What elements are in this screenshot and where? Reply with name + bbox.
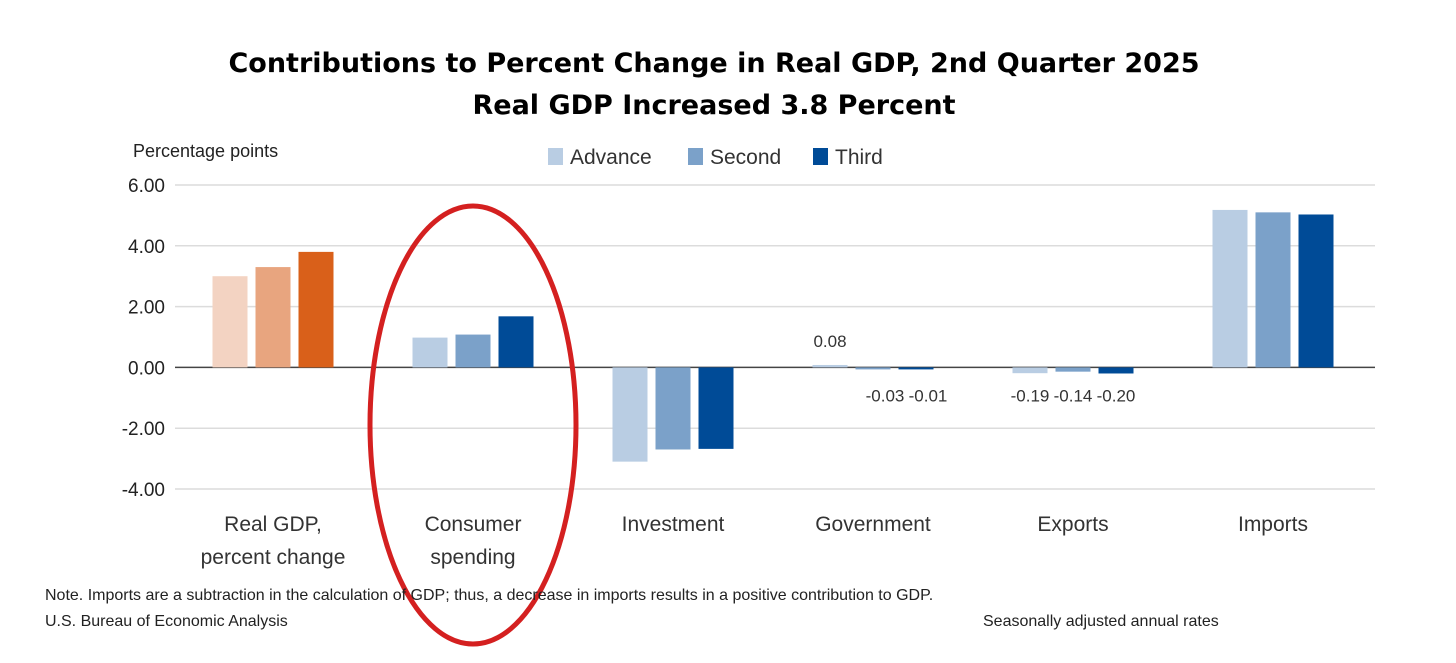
data-label: 0.08 [813,332,846,351]
category-label: Exports [1037,513,1108,536]
y-tick-label: -2.00 [122,419,165,440]
bar-third [1298,214,1334,368]
category-label: percent change [201,546,346,569]
bar-advance [612,367,648,462]
chart-title: Contributions to Percent Change in Real … [228,48,1199,79]
bar-advance [212,276,248,368]
data-label: -0.20 [1097,386,1136,405]
y-tick-label: 6.00 [128,176,165,197]
bar-third [1098,367,1134,374]
data-label: -0.03 [866,386,905,405]
y-axis-ticks: 6.00 4.00 2.00 0.00 -2.00 -4.00 [122,176,165,501]
y-tick-label: 0.00 [128,358,165,379]
category-label: Government [815,513,931,536]
footer-source: U.S. Bureau of Economic Analysis [45,613,288,630]
category-label: Imports [1238,513,1308,536]
y-tick-label: 4.00 [128,237,165,258]
y-axis-label: Percentage points [133,141,278,161]
bars: 0.08 -0.03 -0.01 -0.19 -0.14 -0.20 [212,209,1334,462]
legend-label-advance: Advance [570,146,652,169]
bar-advance [1012,367,1048,374]
footer-note: Note. Imports are a subtraction in the c… [45,587,933,604]
legend: Advance Second Third [548,146,883,169]
bar-second [255,267,291,368]
bar-second [455,334,491,368]
footer-rates: Seasonally adjusted annual rates [983,613,1219,630]
gridlines [175,184,1375,490]
data-label: -0.19 [1011,386,1050,405]
bar-advance [412,337,448,368]
category-label: spending [430,546,515,569]
bar-third [698,367,734,449]
bar-third [498,316,534,368]
bar-third [898,367,934,370]
legend-label-third: Third [835,146,883,169]
category-label: Consumer [425,513,522,536]
legend-label-second: Second [710,146,781,169]
category-label: Investment [622,513,725,536]
bar-advance [812,364,848,368]
bar-third [298,251,334,368]
data-label: -0.01 [909,386,948,405]
chart-subtitle: Real GDP Increased 3.8 Percent [472,90,955,121]
bar-advance [1212,209,1248,368]
highlight-annotation [367,203,579,647]
category-labels: Real GDP, percent change Consumer spending I… [201,513,1308,569]
y-tick-label: 2.00 [128,298,165,319]
bar-second [1255,212,1291,368]
legend-swatch-second [688,148,703,165]
y-tick-label: -4.00 [122,480,165,501]
highlight-ellipse [367,203,579,647]
legend-swatch-third [813,148,828,165]
legend-swatch-advance [548,148,563,165]
data-label: -0.14 [1054,386,1093,405]
category-label: Real GDP, [224,513,322,536]
bar-second [1055,367,1091,372]
bar-second [655,367,691,450]
bar-second [855,367,891,370]
